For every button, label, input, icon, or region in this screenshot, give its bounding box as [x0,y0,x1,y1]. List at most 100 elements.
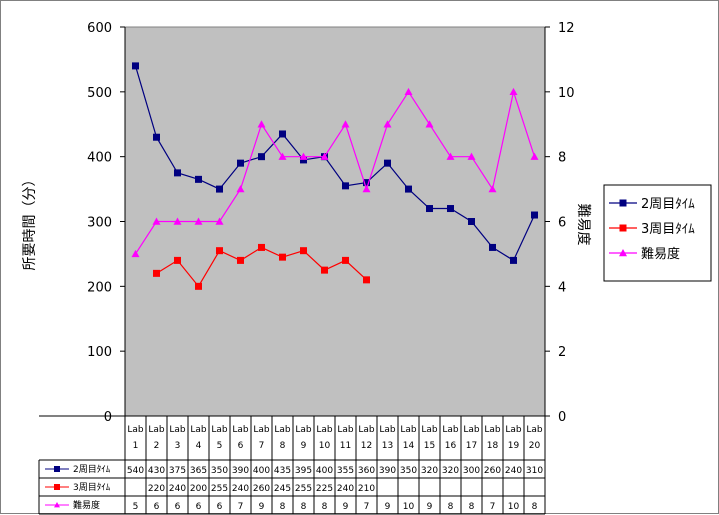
category-label-line1: Lab [358,425,375,435]
category-label-line2: 8 [280,441,286,451]
category-label-line1: Lab [505,425,522,435]
data-point [195,175,202,183]
category-label-line1: Lab [127,425,144,435]
data-point [384,159,391,167]
table-cell-value: 255 [295,484,312,494]
right-tick-label: 2 [558,345,566,360]
table-cell-value: 220 [148,484,165,494]
right-tick-label: 8 [558,151,566,166]
table-cell-value: 7 [238,502,244,512]
data-point [510,256,517,264]
category-label-line1: Lab [148,425,165,435]
data-point [216,247,223,255]
category-label-line1: Lab [379,425,396,435]
category-label-line2: 13 [382,441,393,451]
category-label-line2: 6 [238,441,244,451]
table-cell-value: 350 [400,466,417,476]
right-tick-label: 6 [558,216,566,231]
table-cell-value: 390 [379,466,396,476]
table-cell-value: 540 [127,466,144,476]
legend: 2周目ﾀｲﾑ 3周目ﾀｲﾑ 難易度 [603,184,712,282]
data-point [531,211,538,219]
category-label-line1: Lab [526,425,543,435]
data-point [174,169,181,177]
category-label-line1: Lab [232,425,249,435]
table-cell-value: 355 [337,466,354,476]
category-label-line2: 19 [508,441,520,451]
category-label-line2: 16 [445,441,457,451]
table-cell-value: 8 [448,502,454,512]
table-cell-value: 5 [133,502,139,512]
data-point [257,120,266,128]
table-series-name: 3周目ﾀｲﾑ [73,482,111,493]
category-label-line1: Lab [337,425,354,435]
series-line [134,89,536,255]
table-cell-value: 8 [532,502,538,512]
data-point [530,152,539,160]
category-label-line2: 12 [361,441,372,451]
table-cell-value: 240 [232,484,249,494]
category-label-line2: 7 [259,441,265,451]
left-axis-title: 所要時間（分） [22,173,38,271]
data-point [216,185,223,193]
data-point [237,159,244,167]
data-point [363,276,370,284]
table-cell-value: 9 [427,502,433,512]
data-point [509,87,518,96]
legend-entry-label: 2周目ﾀｲﾑ [641,197,695,212]
table-cell-value: 320 [421,466,438,476]
category-label-line1: Lab [253,425,270,435]
table-cell-value: 320 [442,466,459,476]
table-series-name: 難易度 [73,499,100,511]
table-cell-value: 8 [301,502,307,512]
table-cell-value: 8 [469,502,475,512]
left-tick-label: 200 [87,280,112,295]
category-label-line2: 14 [403,441,415,451]
data-point [279,130,286,138]
data-point [363,179,370,187]
legend-key-marker [619,199,627,207]
category-label-line2: 2 [154,441,160,451]
series-time [153,243,370,290]
table-cell-value: 6 [154,502,160,512]
table-cell-value: 240 [505,466,522,476]
series-difficulty [131,87,539,258]
table-cell-value: 9 [343,502,349,512]
data-point [447,205,454,213]
data-point [215,217,224,225]
data-point [194,217,203,225]
table-cell-value: 360 [358,466,375,476]
table-cell-value: 7 [490,502,496,512]
data-point [425,120,434,128]
data-point [300,156,307,164]
table-cell-value: 8 [322,502,328,512]
right-axis-title: 難易度 [575,204,591,246]
table-series-name: 2周目ﾀｲﾑ [73,464,111,475]
data-point [405,185,412,193]
data-point [195,282,202,290]
category-label-line2: 10 [319,441,331,451]
table-cell-value: 240 [337,484,354,494]
category-label-line2: 20 [529,441,541,451]
table-cell-value: 260 [253,484,270,494]
data-point [489,243,496,251]
category-label-line2: 11 [340,441,351,451]
table-cell-value: 6 [175,502,181,512]
data-point [321,266,328,274]
data-point [320,152,329,160]
right-tick-label: 0 [558,410,566,425]
table-cell-value: 350 [211,466,228,476]
table-key-marker [54,502,60,508]
category-label-line1: Lab [400,425,417,435]
data-point [446,152,455,160]
data-point [467,152,476,160]
table-cell-value: 9 [259,502,265,512]
legend-key-marker [619,249,627,257]
data-point [173,217,182,225]
table-cell-value: 240 [169,484,186,494]
category-label-line2: 17 [466,441,477,451]
left-tick-label: 400 [87,151,112,166]
data-point [279,253,286,261]
left-tick-label: 600 [87,21,112,36]
table-cell-value: 255 [211,484,228,494]
